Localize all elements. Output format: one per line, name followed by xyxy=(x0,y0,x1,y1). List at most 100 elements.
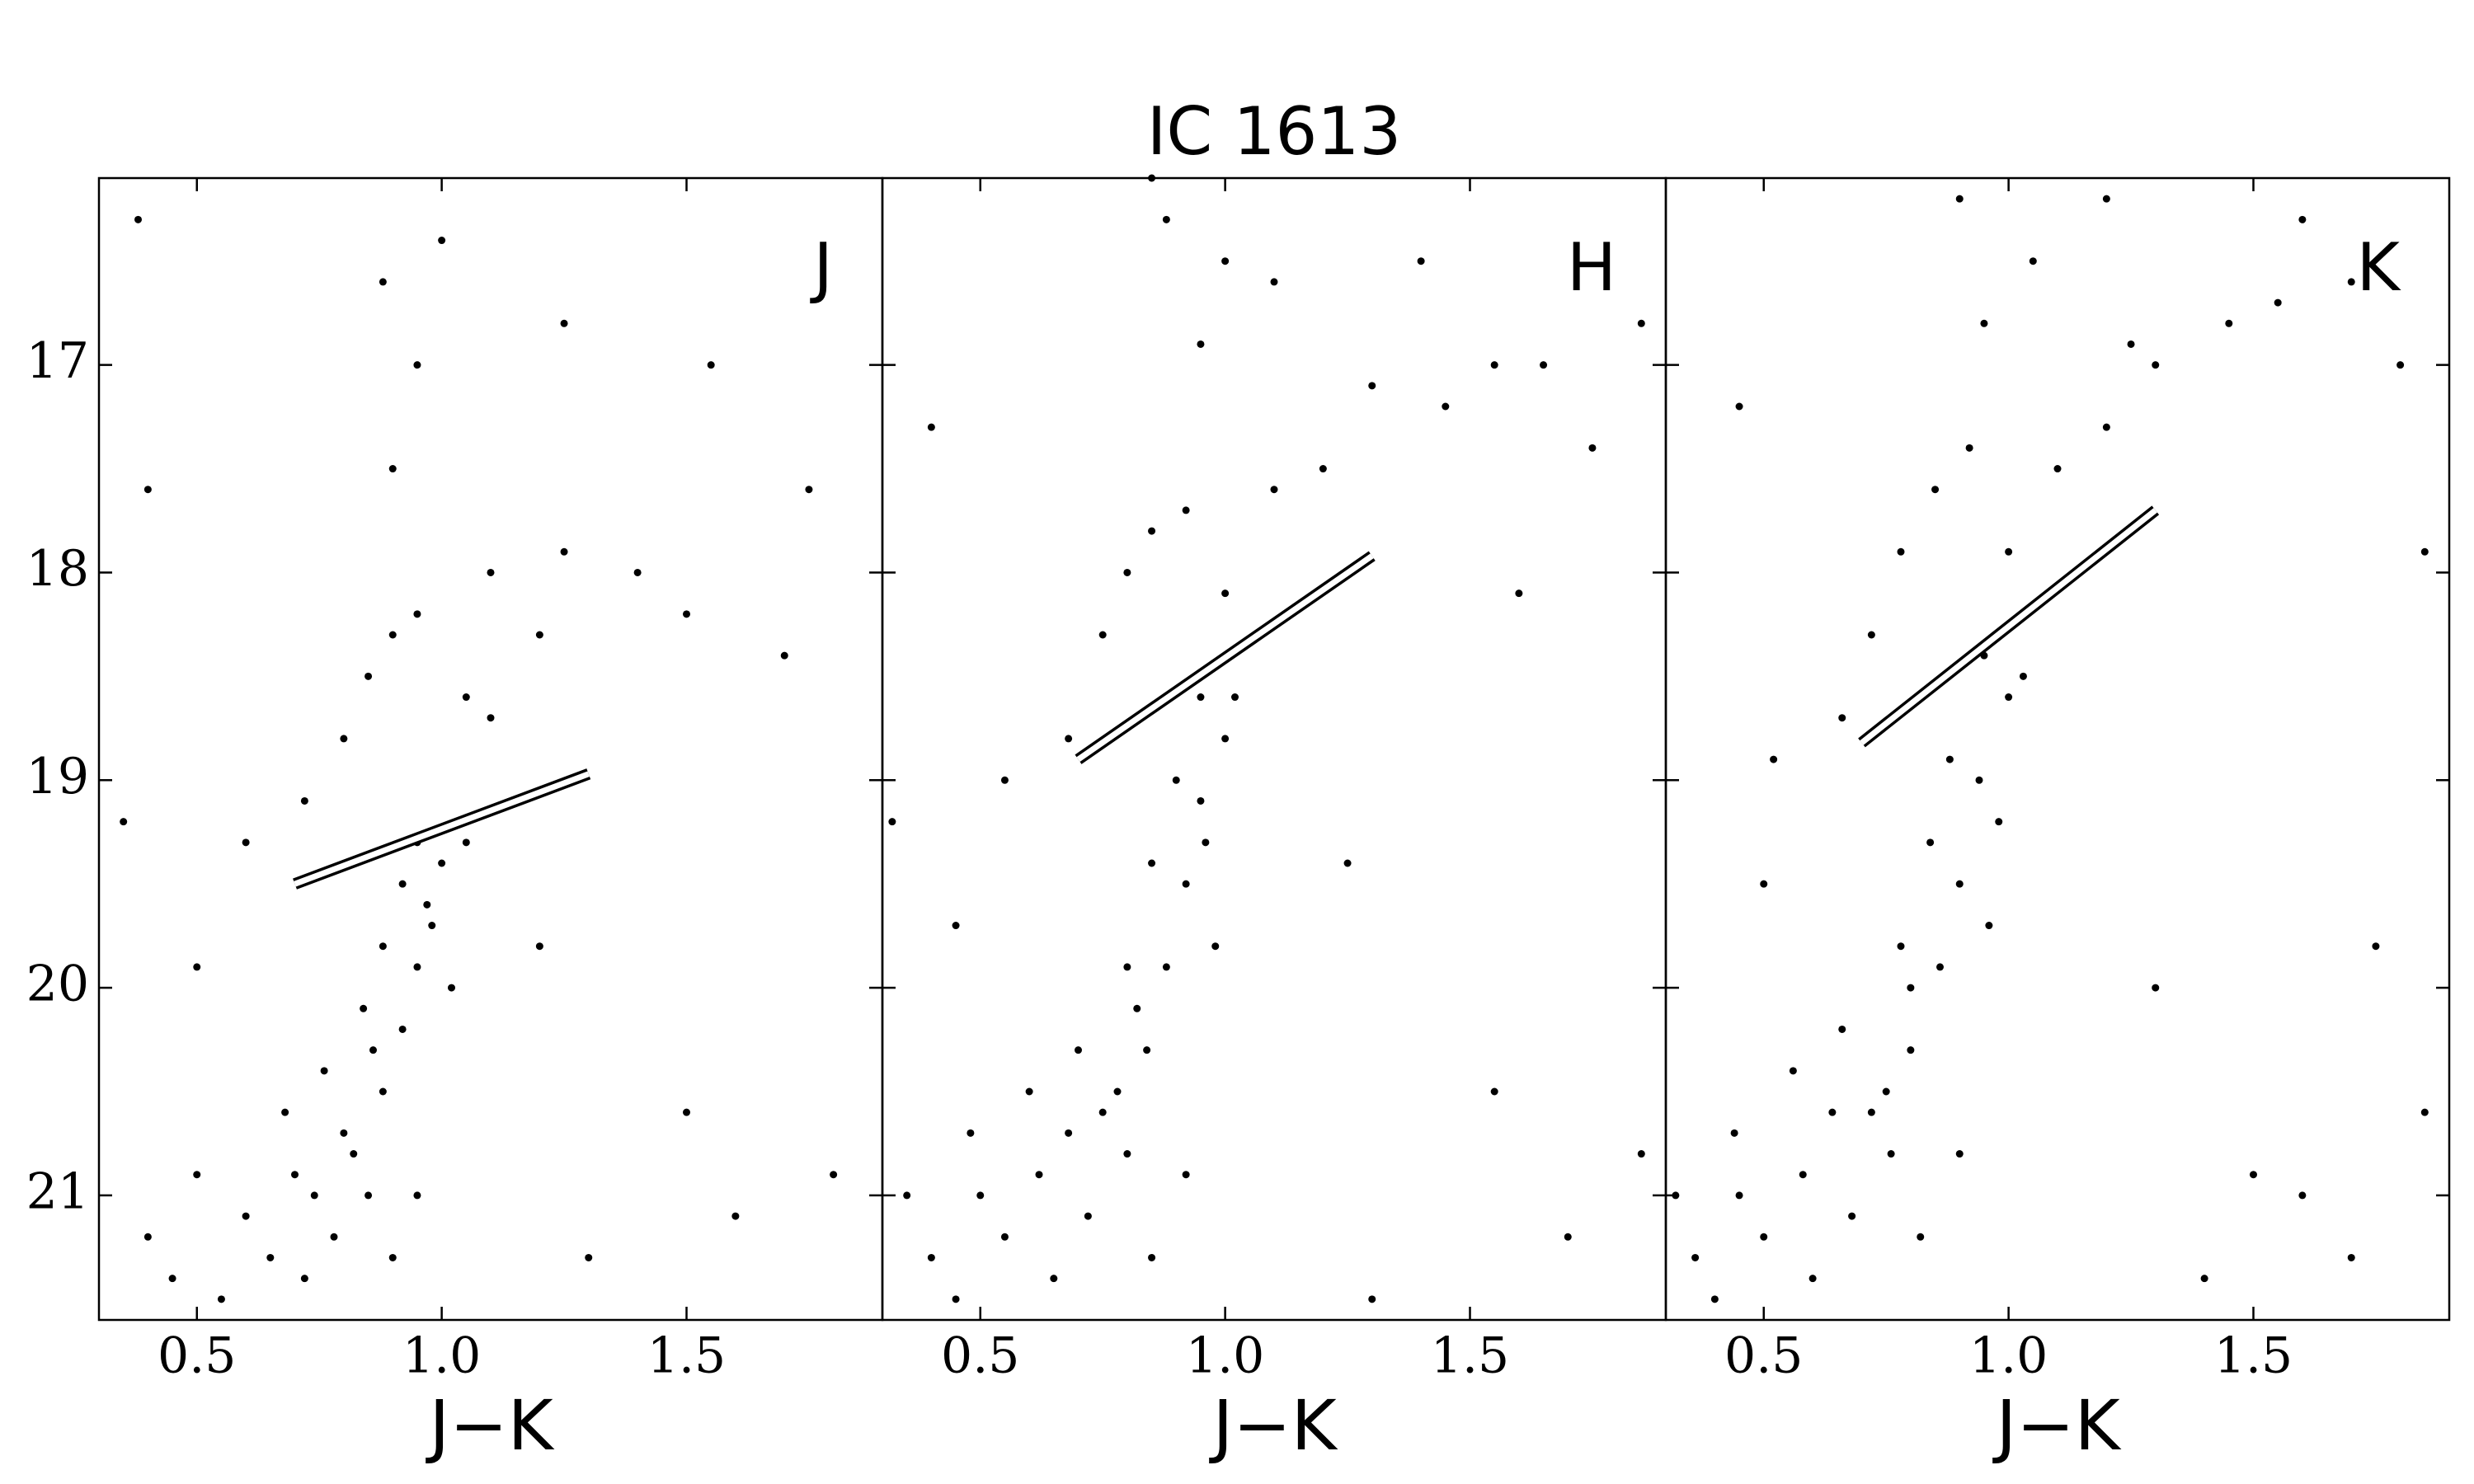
star xyxy=(2298,1191,2307,1200)
panel-frame xyxy=(97,176,884,1322)
star xyxy=(952,1295,960,1303)
star xyxy=(1221,257,1230,265)
star xyxy=(1515,589,1523,598)
star xyxy=(1221,589,1230,598)
figure-title: IC 1613 xyxy=(1147,93,1401,170)
star xyxy=(535,631,543,639)
star xyxy=(1065,1129,1073,1137)
star xyxy=(413,963,421,971)
star xyxy=(340,735,348,743)
star xyxy=(1098,631,1107,639)
tip-line xyxy=(1076,553,1374,762)
star xyxy=(365,1191,373,1200)
star xyxy=(1907,1046,1915,1054)
star xyxy=(1270,486,1278,494)
star xyxy=(1955,195,1964,203)
star xyxy=(1148,1253,1156,1261)
star xyxy=(1000,776,1009,784)
star xyxy=(1123,1150,1131,1158)
star xyxy=(462,693,470,702)
star xyxy=(365,672,373,680)
star xyxy=(1172,776,1180,784)
star xyxy=(731,1212,740,1220)
star xyxy=(1985,922,1993,930)
star xyxy=(1270,278,1278,286)
y-tick-label: 19 xyxy=(26,748,89,805)
star xyxy=(1637,319,1645,327)
star xyxy=(1490,361,1498,369)
star xyxy=(1710,1295,1719,1303)
panel-label: K xyxy=(2357,229,2402,306)
star xyxy=(1113,1087,1122,1096)
star xyxy=(398,1025,407,1033)
x-axis-label: J−K xyxy=(426,1385,555,1466)
star xyxy=(168,1275,176,1283)
x-tick-label: 1.0 xyxy=(402,1327,481,1385)
y-tick-label: 21 xyxy=(26,1162,89,1220)
star xyxy=(805,486,813,494)
star xyxy=(1975,776,1983,784)
star xyxy=(2274,298,2282,307)
star xyxy=(1148,527,1156,535)
star xyxy=(927,423,935,431)
star xyxy=(487,568,495,576)
star xyxy=(330,1233,338,1241)
star xyxy=(903,1191,911,1200)
star xyxy=(1955,880,1964,888)
star xyxy=(1417,257,1425,265)
star xyxy=(1838,1025,1846,1033)
star xyxy=(535,942,543,951)
star xyxy=(1182,506,1190,514)
x-tick-label: 1.5 xyxy=(1431,1327,1509,1385)
star xyxy=(1799,1171,1807,1179)
star xyxy=(143,1233,152,1241)
star xyxy=(1931,486,1940,494)
star xyxy=(1770,755,1778,763)
star xyxy=(1730,1129,1738,1137)
star xyxy=(707,361,715,369)
x-tick-label: 1.0 xyxy=(1969,1327,2048,1385)
star xyxy=(413,1191,421,1200)
x-tick-label: 0.5 xyxy=(1724,1327,1803,1385)
star xyxy=(1867,631,1875,639)
star xyxy=(1897,942,1905,951)
star xyxy=(1084,1212,1092,1220)
star xyxy=(2347,1253,2355,1261)
star xyxy=(1995,818,2003,826)
star xyxy=(1917,1233,1925,1241)
star xyxy=(1760,1233,1768,1241)
star xyxy=(1025,1087,1033,1096)
star xyxy=(1148,859,1156,867)
star xyxy=(2029,257,2037,265)
star xyxy=(2019,672,2027,680)
star xyxy=(134,215,142,223)
x-tick-label: 1.0 xyxy=(1186,1327,1264,1385)
star xyxy=(1691,1253,1700,1261)
star xyxy=(2102,423,2110,431)
star xyxy=(1965,444,1973,452)
star xyxy=(1867,1108,1875,1116)
star xyxy=(242,838,250,847)
star xyxy=(1760,880,1768,888)
star xyxy=(217,1295,225,1303)
star xyxy=(379,942,387,951)
star xyxy=(1838,714,1846,722)
star xyxy=(2420,547,2429,556)
star xyxy=(2053,465,2062,473)
star xyxy=(388,1253,397,1261)
star xyxy=(413,610,421,618)
panel-label: H xyxy=(1567,229,1616,306)
star xyxy=(398,880,407,888)
star xyxy=(2152,361,2160,369)
star xyxy=(1808,1275,1817,1283)
panel-frame xyxy=(1664,176,2451,1322)
star xyxy=(438,859,446,867)
star xyxy=(888,818,896,826)
star xyxy=(1035,1171,1043,1179)
x-tick-label: 0.5 xyxy=(941,1327,1019,1385)
star xyxy=(1050,1275,1058,1283)
star xyxy=(193,1171,201,1179)
star xyxy=(462,838,470,847)
star xyxy=(1000,1233,1009,1241)
